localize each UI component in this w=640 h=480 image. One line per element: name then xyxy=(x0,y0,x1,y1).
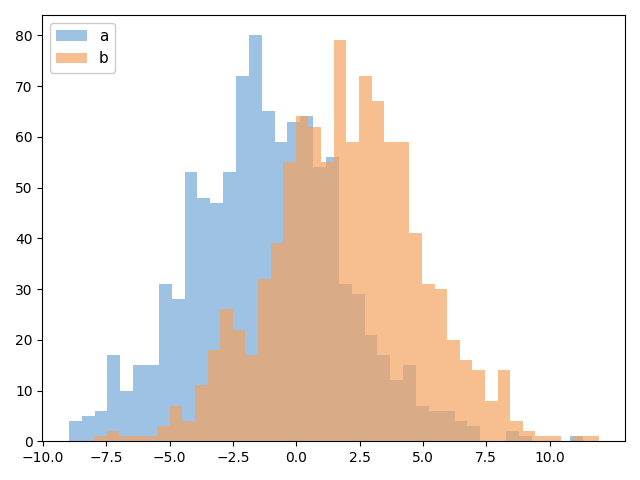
Bar xyxy=(536,436,548,441)
Bar xyxy=(498,370,510,441)
Bar xyxy=(197,198,211,441)
Bar xyxy=(548,436,561,441)
Bar xyxy=(570,436,583,441)
Bar xyxy=(132,436,145,441)
Bar xyxy=(352,294,365,441)
Bar xyxy=(159,284,172,441)
Bar xyxy=(313,167,326,441)
Bar xyxy=(333,40,346,441)
Bar xyxy=(429,411,442,441)
Bar xyxy=(296,117,308,441)
Bar xyxy=(442,411,454,441)
Bar xyxy=(95,411,108,441)
Bar xyxy=(119,436,132,441)
Bar xyxy=(467,426,480,441)
Bar xyxy=(284,162,296,441)
Bar xyxy=(146,365,159,441)
Bar xyxy=(435,289,447,441)
Bar xyxy=(157,426,170,441)
Bar xyxy=(207,350,220,441)
Bar xyxy=(275,142,287,441)
Bar xyxy=(82,416,95,441)
Bar xyxy=(236,76,249,441)
Bar xyxy=(397,142,410,441)
Bar xyxy=(172,299,184,441)
Bar xyxy=(108,355,120,441)
Bar xyxy=(258,279,271,441)
Bar xyxy=(339,284,352,441)
Bar xyxy=(384,142,397,441)
Bar xyxy=(390,380,403,441)
Bar xyxy=(262,111,275,441)
Bar xyxy=(211,203,223,441)
Bar xyxy=(454,421,467,441)
Bar xyxy=(195,385,207,441)
Bar xyxy=(460,360,472,441)
Bar xyxy=(346,142,359,441)
Bar xyxy=(145,436,157,441)
Bar xyxy=(447,340,460,441)
Bar xyxy=(300,117,313,441)
Bar xyxy=(107,431,119,441)
Bar xyxy=(182,421,195,441)
Bar xyxy=(94,436,107,441)
Bar xyxy=(245,355,258,441)
Bar xyxy=(233,330,245,441)
Bar xyxy=(523,431,536,441)
Bar xyxy=(378,355,390,441)
Bar xyxy=(510,421,523,441)
Bar xyxy=(403,365,416,441)
Legend: a, b: a, b xyxy=(50,23,115,72)
Bar xyxy=(586,436,598,441)
Bar xyxy=(416,406,429,441)
Bar xyxy=(506,431,519,441)
Bar xyxy=(120,391,133,441)
Bar xyxy=(223,172,236,441)
Bar xyxy=(410,233,422,441)
Bar xyxy=(220,309,233,441)
Bar xyxy=(321,162,333,441)
Bar xyxy=(170,406,182,441)
Bar xyxy=(249,36,262,441)
Bar xyxy=(485,401,498,441)
Bar xyxy=(573,436,586,441)
Bar xyxy=(308,127,321,441)
Bar xyxy=(365,335,378,441)
Bar xyxy=(184,172,197,441)
Bar xyxy=(287,121,300,441)
Bar xyxy=(422,284,435,441)
Bar xyxy=(133,365,146,441)
Bar xyxy=(69,421,82,441)
Bar xyxy=(472,370,485,441)
Bar xyxy=(519,436,532,441)
Bar xyxy=(271,243,284,441)
Bar xyxy=(359,76,372,441)
Bar xyxy=(326,157,339,441)
Bar xyxy=(372,101,384,441)
